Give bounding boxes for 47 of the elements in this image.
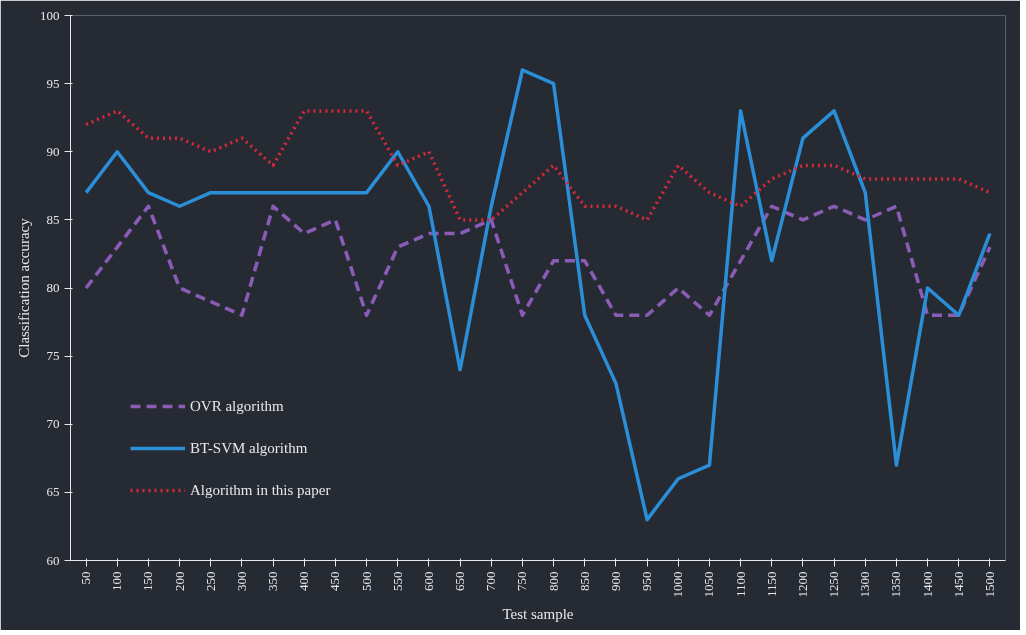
x-tick-label: 800 bbox=[545, 571, 561, 591]
x-tick-label: 150 bbox=[140, 571, 156, 591]
legend-label: BT-SVM algorithm bbox=[190, 439, 308, 457]
y-tick-label: 65 bbox=[46, 484, 60, 500]
x-tick-label: 300 bbox=[233, 571, 249, 591]
y-tick-label: 90 bbox=[46, 143, 60, 159]
x-tick-label: 350 bbox=[265, 571, 281, 591]
x-tick-label: 600 bbox=[420, 571, 436, 591]
x-tick-label: 700 bbox=[483, 571, 499, 591]
x-tick-label: 550 bbox=[389, 571, 405, 591]
y-tick-label: 95 bbox=[46, 75, 60, 91]
x-tick-label: 200 bbox=[171, 571, 187, 591]
x-tick-label: 500 bbox=[358, 571, 374, 591]
x-tick-label: 950 bbox=[639, 571, 655, 591]
x-tick-label: 750 bbox=[514, 571, 530, 591]
y-tick-label: 75 bbox=[46, 348, 60, 364]
x-tick-label: 1500 bbox=[981, 571, 997, 598]
y-axis-title: Classification accuracy bbox=[16, 217, 32, 358]
x-tick-label: 250 bbox=[202, 571, 218, 591]
x-tick-label: 1300 bbox=[857, 571, 873, 598]
legend-label: Algorithm in this paper bbox=[190, 481, 331, 499]
y-tick-label: 60 bbox=[46, 552, 60, 568]
x-tick-label: 450 bbox=[327, 571, 343, 591]
x-tick-label: 1000 bbox=[670, 571, 686, 598]
x-tick-label: 850 bbox=[576, 571, 592, 591]
x-tick-label: 1400 bbox=[919, 571, 935, 598]
line-series bbox=[84, 68, 992, 522]
x-tick-label: 100 bbox=[109, 571, 125, 591]
x-tick-label: 900 bbox=[607, 571, 623, 591]
x-tick-label: 1150 bbox=[763, 571, 779, 598]
x-axis-title: Test sample bbox=[502, 605, 574, 622]
x-tick-label: 650 bbox=[452, 571, 468, 591]
x-tick-label: 1050 bbox=[701, 571, 717, 598]
x-tick-label: 1350 bbox=[888, 571, 904, 598]
line-series bbox=[84, 109, 992, 222]
y-tick-label: 80 bbox=[46, 280, 60, 295]
x-tick-label: 400 bbox=[296, 571, 312, 591]
x-tick-label: 1200 bbox=[794, 571, 810, 598]
y-tick-label: 70 bbox=[46, 416, 60, 432]
x-tick-label: 1100 bbox=[732, 571, 748, 598]
x-tick-label: 1250 bbox=[826, 571, 842, 598]
x-tick-label: 50 bbox=[78, 571, 94, 585]
y-tick-label: 85 bbox=[46, 211, 60, 227]
x-tick-label: 1450 bbox=[950, 571, 966, 598]
legend-label: OVR algorithm bbox=[190, 397, 284, 415]
line-series bbox=[84, 204, 992, 317]
y-tick-label: 100 bbox=[40, 7, 60, 23]
